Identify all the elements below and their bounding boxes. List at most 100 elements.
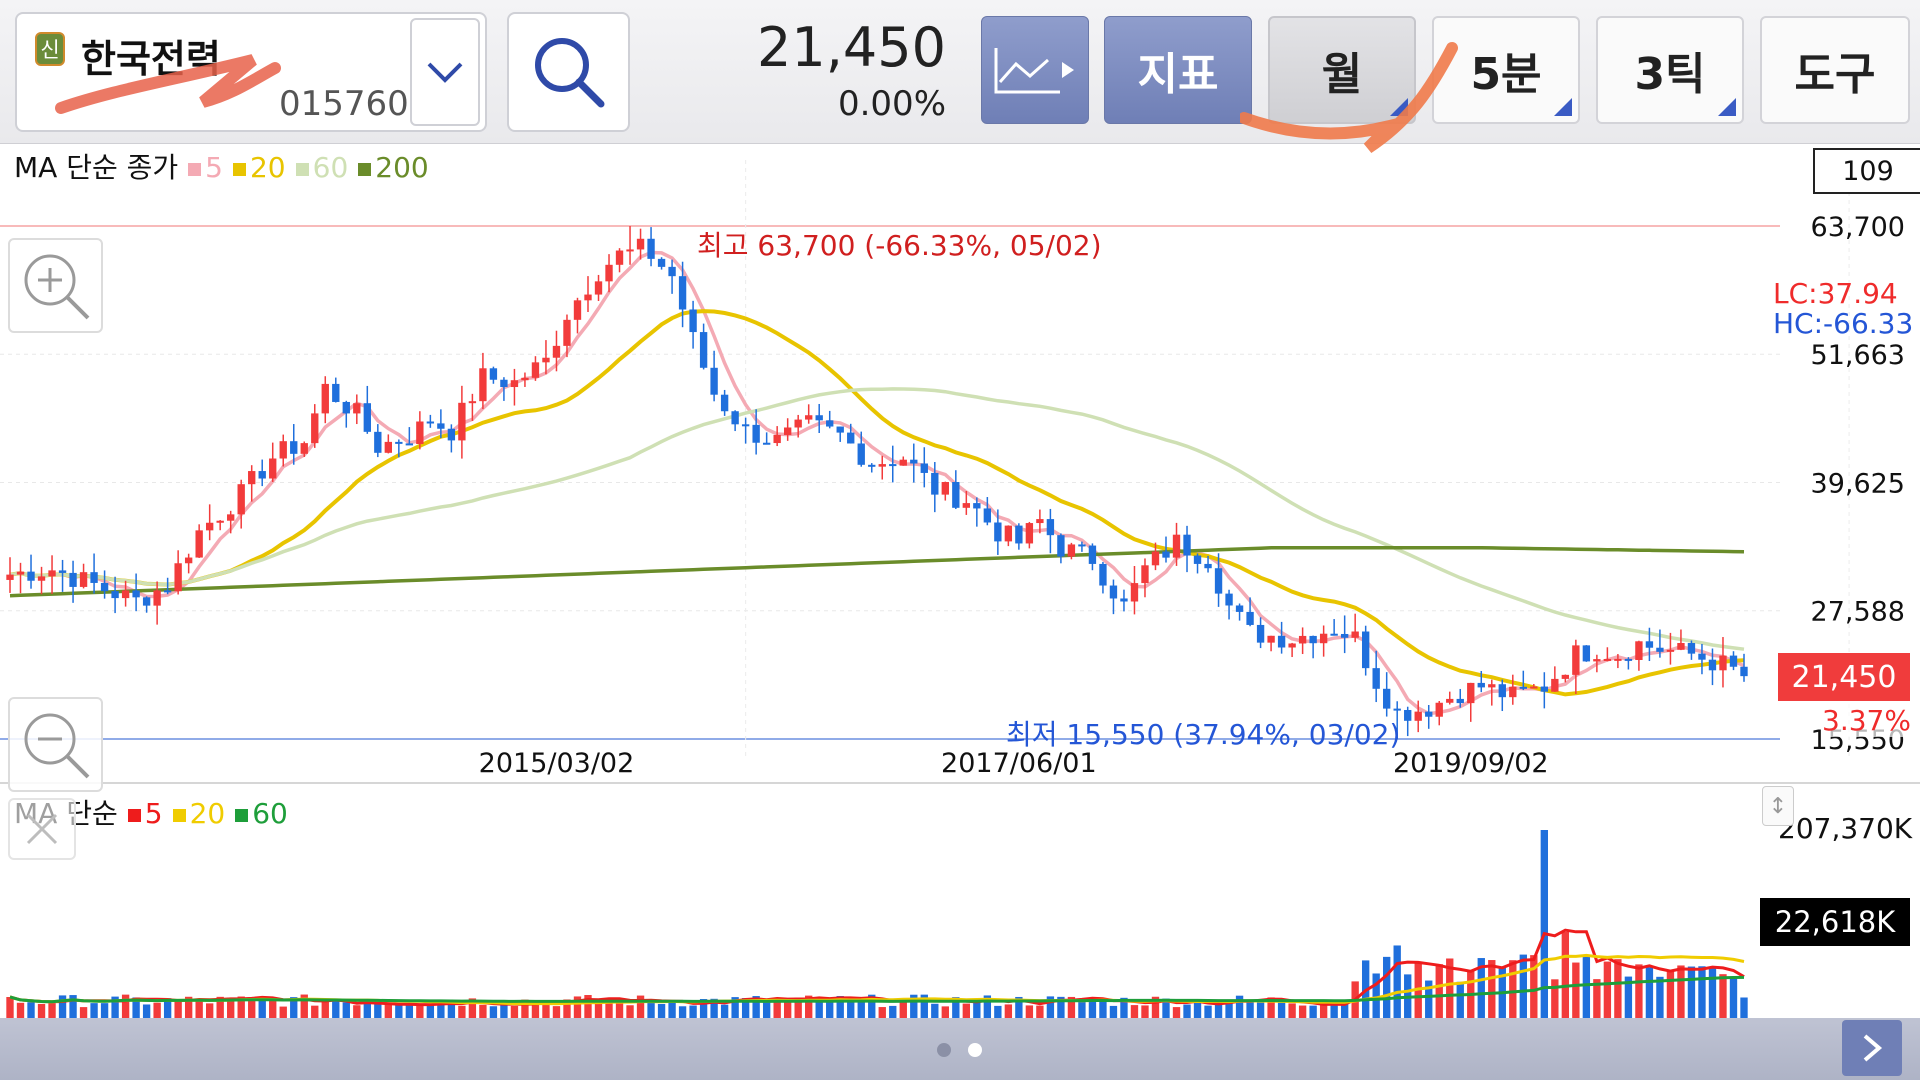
candle-body [542,357,550,363]
volume-bar [500,1005,508,1018]
candle-body [973,503,981,509]
candle-body [1088,545,1097,564]
volume-bar [1046,996,1055,1018]
line-chart-icon [994,48,1074,94]
candle-body [1172,534,1181,558]
volume-bar [931,1003,939,1018]
tools-button[interactable]: 도구 [1760,16,1910,124]
indicator-button[interactable]: 지표 [1104,16,1252,124]
candle-body [205,522,214,531]
candle-body [1078,544,1086,547]
candle-body [941,482,949,495]
candle-body [1614,658,1622,661]
x-tick-label: 2019/09/02 [1393,748,1549,779]
candle-body [1025,523,1034,544]
volume-bar [1288,1003,1296,1018]
volume-bar [1130,1005,1139,1018]
volume-bar [363,1002,371,1018]
volume-bar [279,1006,287,1018]
period-count-box[interactable]: 109 [1813,148,1920,194]
volume-bar [573,996,582,1018]
candle-body [1298,635,1307,644]
candle-body [1656,647,1664,652]
candle-body [447,428,456,441]
volume-bar [1540,830,1549,1018]
close-indicator-button[interactable] [8,798,76,860]
chevron-right-icon [1863,1034,1883,1062]
candle-body [1351,631,1359,638]
tick-period-button[interactable]: 3틱 [1596,16,1744,124]
resize-handle[interactable]: ↕ [1762,786,1794,826]
candle-body [573,300,582,320]
volume-bar [1708,967,1717,1018]
candle-body [69,572,77,587]
candle-body [216,520,224,523]
candle-body [805,415,813,420]
candle-body [1404,709,1412,721]
minute-label: 5분 [1470,49,1542,100]
period-monthly-button[interactable]: 월 [1268,16,1416,124]
legend-label: 20 [189,797,226,830]
candle-body [195,530,203,558]
candle-body [1708,659,1717,671]
page-dot-2[interactable] [968,1043,982,1057]
stock-dropdown-button[interactable] [410,18,480,126]
candle-body [1256,624,1265,643]
volume-bar [1109,1005,1118,1018]
volume-bar [111,996,119,1018]
volume-bar [489,1006,498,1018]
legend-swatch [232,162,246,176]
ma-line-20 [9,309,1745,697]
zoom-in-button[interactable] [8,238,103,333]
chart-type-button[interactable] [981,16,1089,124]
candle-body [1519,686,1527,689]
volume-bar [100,1003,109,1018]
volume-bar [552,1006,561,1018]
volume-bar [941,1006,949,1018]
candle-body [794,419,802,428]
volume-bar [1729,978,1738,1018]
volume-bar [205,1003,214,1018]
candle-body [48,570,56,577]
volume-bar [1603,961,1612,1018]
volume-bar [805,995,813,1018]
volume-bar [1530,955,1538,1018]
candle-body [1141,565,1149,584]
high-price-annotation: 최고 63,700 (-66.33%, 05/02) [697,229,1102,262]
minute-period-button[interactable]: 5분 [1432,16,1580,124]
candle-body [521,377,529,381]
volume-bar [752,996,760,1018]
corner-indicator [1554,98,1572,116]
candle-body [1130,583,1139,602]
volume-bar [311,1005,319,1018]
candle-body [458,402,466,441]
volume-bar [258,998,266,1018]
candle-body [1288,643,1296,648]
volume-bar [1582,954,1591,1018]
page-dot-1[interactable] [937,1043,951,1057]
search-button[interactable] [507,12,630,132]
candle-body [1099,563,1107,586]
volume-bar [1319,1004,1328,1018]
candle-body [437,423,445,429]
candle-body [1393,708,1401,711]
candle-body [321,383,329,414]
volume-bar [1099,998,1107,1018]
volume-bar [248,997,256,1018]
candle-body [16,571,25,575]
candle-body [1687,643,1696,654]
legend-label: 5 [144,797,163,830]
volume-bar [269,999,277,1018]
legend-title: MA 단순 종가 [14,151,179,184]
next-page-button[interactable] [1842,1020,1902,1076]
zoom-out-button[interactable] [8,697,103,792]
volume-bar [1687,966,1696,1018]
candle-body [1561,674,1570,679]
volume-bar [174,1000,182,1018]
candle-body [668,266,676,277]
candle-body [615,250,624,265]
candle-body [1645,641,1654,648]
candle-body [889,464,897,467]
candle-body [426,421,435,424]
